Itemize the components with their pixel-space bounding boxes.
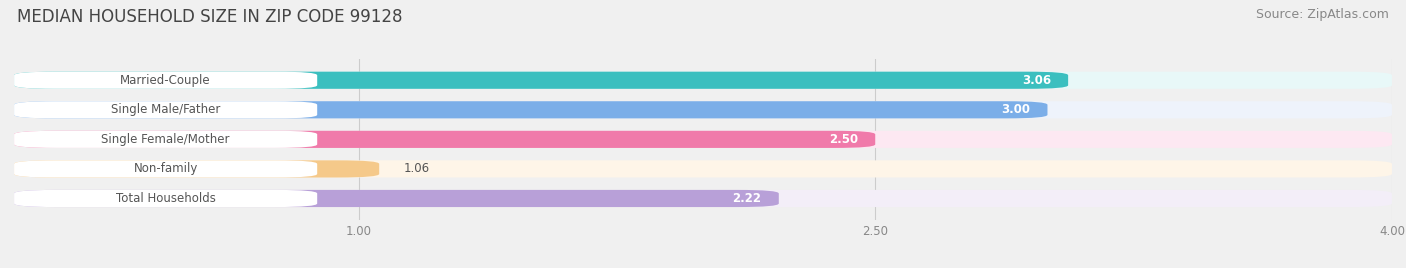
FancyBboxPatch shape: [14, 190, 318, 207]
Text: 2.50: 2.50: [830, 133, 858, 146]
FancyBboxPatch shape: [14, 131, 1392, 148]
FancyBboxPatch shape: [14, 131, 318, 148]
Text: 1.06: 1.06: [404, 162, 429, 176]
Text: MEDIAN HOUSEHOLD SIZE IN ZIP CODE 99128: MEDIAN HOUSEHOLD SIZE IN ZIP CODE 99128: [17, 8, 402, 26]
FancyBboxPatch shape: [14, 101, 1392, 118]
FancyBboxPatch shape: [14, 72, 1069, 89]
FancyBboxPatch shape: [14, 101, 1047, 118]
Text: Single Male/Father: Single Male/Father: [111, 103, 221, 116]
Text: Married-Couple: Married-Couple: [121, 74, 211, 87]
FancyBboxPatch shape: [14, 160, 1392, 177]
FancyBboxPatch shape: [14, 72, 318, 89]
FancyBboxPatch shape: [14, 101, 318, 118]
FancyBboxPatch shape: [14, 131, 875, 148]
Text: Total Households: Total Households: [115, 192, 215, 205]
FancyBboxPatch shape: [14, 190, 779, 207]
FancyBboxPatch shape: [14, 190, 1392, 207]
FancyBboxPatch shape: [14, 72, 1392, 89]
Text: 3.06: 3.06: [1022, 74, 1050, 87]
Text: 3.00: 3.00: [1001, 103, 1031, 116]
Text: Source: ZipAtlas.com: Source: ZipAtlas.com: [1256, 8, 1389, 21]
Text: Non-family: Non-family: [134, 162, 198, 176]
Text: Single Female/Mother: Single Female/Mother: [101, 133, 229, 146]
Text: 2.22: 2.22: [733, 192, 762, 205]
FancyBboxPatch shape: [14, 160, 380, 177]
FancyBboxPatch shape: [14, 160, 318, 177]
